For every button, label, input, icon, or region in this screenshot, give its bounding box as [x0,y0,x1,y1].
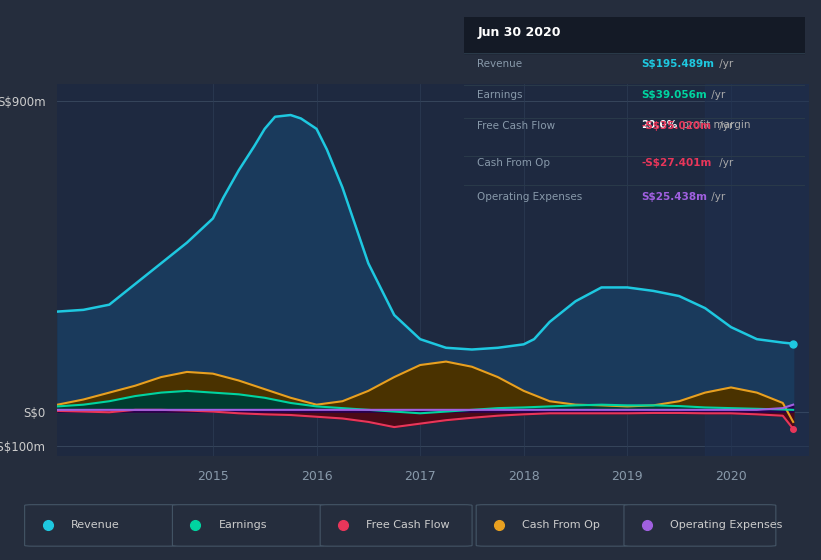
Text: /yr: /yr [716,59,733,68]
Text: Revenue: Revenue [71,520,119,530]
Text: /yr: /yr [716,121,733,131]
FancyBboxPatch shape [25,505,177,546]
Text: /yr: /yr [709,192,726,202]
Text: profit margin: profit margin [678,120,750,130]
Text: Jun 30 2020: Jun 30 2020 [478,26,561,39]
Text: S$25.438m: S$25.438m [641,192,707,202]
Text: Revenue: Revenue [478,59,523,68]
Text: Earnings: Earnings [218,520,267,530]
Text: /yr: /yr [716,158,733,168]
Text: 20.0%: 20.0% [641,120,677,130]
Text: -S$27.401m: -S$27.401m [641,158,712,168]
Text: S$39.056m: S$39.056m [641,90,707,100]
Text: S$195.489m: S$195.489m [641,59,714,68]
FancyBboxPatch shape [320,505,472,546]
Text: Operating Expenses: Operating Expenses [670,520,782,530]
FancyBboxPatch shape [624,505,776,546]
Text: Cash From Op: Cash From Op [478,158,551,168]
Bar [464,17,805,53]
Text: Free Cash Flow: Free Cash Flow [478,121,556,131]
Text: /yr: /yr [709,90,726,100]
Text: Free Cash Flow: Free Cash Flow [366,520,450,530]
Text: Earnings: Earnings [478,90,523,100]
FancyBboxPatch shape [172,505,324,546]
Text: Cash From Op: Cash From Op [522,520,600,530]
Text: -S$35.020m: -S$35.020m [641,121,711,131]
Text: Operating Expenses: Operating Expenses [478,192,583,202]
Bar [705,84,809,456]
FancyBboxPatch shape [476,505,628,546]
